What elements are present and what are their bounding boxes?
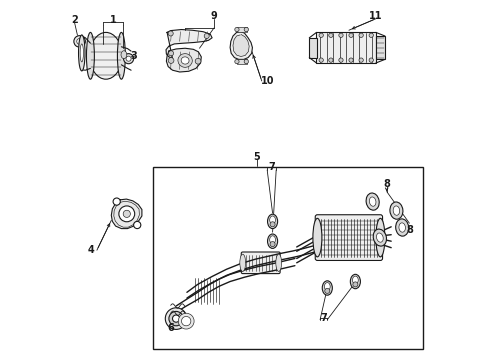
Text: 11: 11 — [368, 11, 382, 21]
Circle shape — [204, 33, 209, 39]
Ellipse shape — [267, 214, 277, 229]
Ellipse shape — [121, 51, 126, 59]
Ellipse shape — [389, 202, 402, 219]
Bar — [316, 32, 375, 63]
FancyBboxPatch shape — [315, 215, 382, 261]
Text: 3: 3 — [130, 51, 137, 61]
Ellipse shape — [349, 274, 360, 289]
Circle shape — [358, 33, 363, 37]
Text: 8: 8 — [383, 179, 389, 189]
Ellipse shape — [86, 32, 94, 79]
Ellipse shape — [269, 216, 275, 224]
Ellipse shape — [79, 35, 85, 71]
Circle shape — [168, 51, 173, 56]
Circle shape — [244, 27, 248, 32]
Circle shape — [234, 59, 239, 64]
Circle shape — [318, 33, 323, 37]
Ellipse shape — [366, 193, 378, 210]
Circle shape — [172, 315, 179, 322]
Ellipse shape — [398, 223, 405, 232]
Circle shape — [126, 56, 131, 61]
Circle shape — [368, 58, 373, 62]
Circle shape — [195, 58, 201, 64]
Circle shape — [74, 36, 85, 47]
Circle shape — [368, 33, 373, 37]
Ellipse shape — [372, 229, 386, 246]
Ellipse shape — [275, 254, 281, 271]
Circle shape — [348, 58, 352, 62]
Circle shape — [77, 39, 82, 44]
Bar — [236, 59, 246, 64]
Circle shape — [113, 198, 120, 205]
Circle shape — [328, 33, 332, 37]
Circle shape — [165, 308, 186, 329]
Circle shape — [178, 313, 194, 329]
Circle shape — [352, 282, 357, 287]
Ellipse shape — [368, 197, 375, 206]
Ellipse shape — [181, 57, 189, 64]
Text: 10: 10 — [261, 76, 274, 86]
Circle shape — [269, 242, 275, 247]
Circle shape — [168, 58, 174, 63]
Bar — [309, 38, 317, 58]
Circle shape — [338, 58, 343, 62]
Text: 6: 6 — [167, 323, 174, 333]
Circle shape — [358, 58, 363, 62]
Circle shape — [123, 54, 133, 64]
Ellipse shape — [80, 44, 83, 62]
Polygon shape — [111, 199, 142, 229]
Text: 7: 7 — [267, 162, 274, 172]
Bar — [236, 27, 246, 32]
Polygon shape — [232, 35, 249, 57]
Text: 9: 9 — [210, 11, 217, 21]
Bar — [152, 167, 422, 349]
Circle shape — [324, 288, 329, 293]
Ellipse shape — [395, 219, 408, 236]
Ellipse shape — [324, 283, 329, 291]
Polygon shape — [166, 30, 212, 58]
Polygon shape — [230, 32, 252, 59]
Circle shape — [269, 222, 275, 227]
Ellipse shape — [322, 281, 332, 295]
Bar — [375, 36, 384, 59]
Circle shape — [318, 58, 323, 62]
Circle shape — [234, 27, 239, 32]
Ellipse shape — [269, 236, 275, 244]
Text: 1: 1 — [109, 15, 116, 25]
Circle shape — [123, 210, 130, 217]
Ellipse shape — [312, 218, 321, 257]
Circle shape — [348, 33, 352, 37]
Circle shape — [244, 59, 248, 64]
Text: 4: 4 — [88, 245, 95, 255]
FancyBboxPatch shape — [241, 252, 280, 274]
Text: 8: 8 — [405, 225, 412, 235]
Polygon shape — [166, 48, 201, 72]
Ellipse shape — [89, 32, 122, 79]
Ellipse shape — [352, 276, 358, 284]
Circle shape — [328, 58, 332, 62]
Ellipse shape — [376, 233, 383, 242]
Text: 2: 2 — [71, 15, 78, 25]
Text: 5: 5 — [253, 152, 260, 162]
Circle shape — [338, 33, 343, 37]
Ellipse shape — [117, 32, 125, 79]
Circle shape — [181, 316, 190, 326]
Circle shape — [133, 221, 141, 229]
Ellipse shape — [239, 254, 245, 271]
Ellipse shape — [267, 234, 277, 248]
Ellipse shape — [392, 206, 399, 215]
Ellipse shape — [178, 54, 192, 67]
Circle shape — [168, 311, 183, 326]
Text: 7: 7 — [320, 312, 326, 323]
Circle shape — [168, 31, 173, 36]
Circle shape — [119, 206, 134, 222]
Ellipse shape — [375, 218, 384, 257]
